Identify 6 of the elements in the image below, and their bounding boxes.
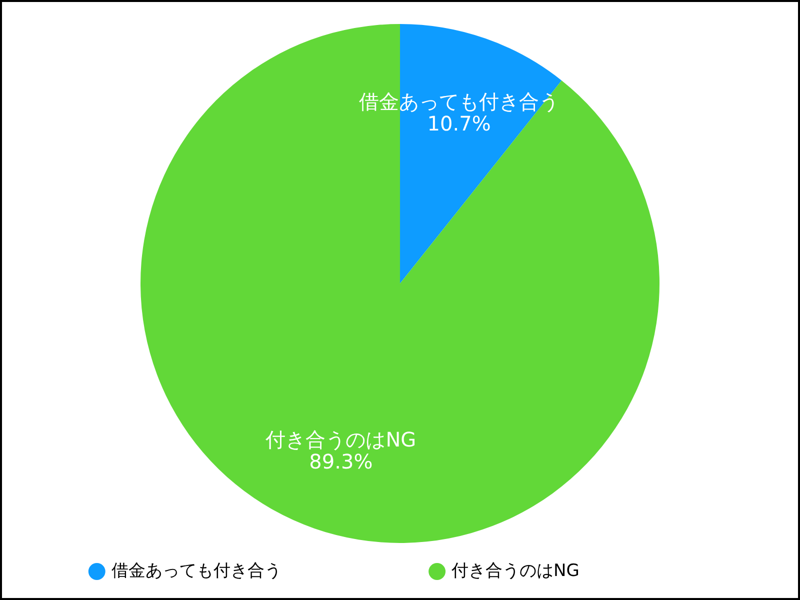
data-label: 10.7% xyxy=(427,112,491,136)
slice-label: 付き合うのはNG xyxy=(264,428,416,452)
slice-label: 借金あっても付き合う xyxy=(359,90,560,114)
data-label: 89.3% xyxy=(309,450,373,474)
legend-label: 付き合うのはNG xyxy=(450,560,710,581)
legend-label: 借金あっても付き合う xyxy=(111,560,412,581)
